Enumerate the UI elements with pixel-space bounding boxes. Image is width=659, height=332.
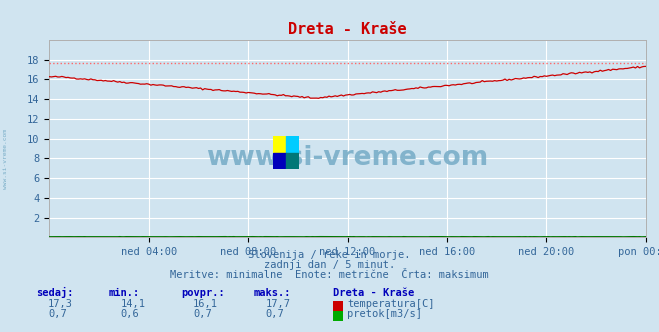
Text: min.:: min.: <box>109 288 140 298</box>
Text: Slovenija / reke in morje.: Slovenija / reke in morje. <box>248 250 411 260</box>
Text: zadnji dan / 5 minut.: zadnji dan / 5 minut. <box>264 260 395 270</box>
Text: 14,1: 14,1 <box>121 299 146 309</box>
Text: povpr.:: povpr.: <box>181 288 225 298</box>
Text: 0,7: 0,7 <box>266 309 284 319</box>
Text: Dreta - Kraše: Dreta - Kraše <box>333 288 414 298</box>
Text: 0,7: 0,7 <box>193 309 212 319</box>
Text: maks.:: maks.: <box>254 288 291 298</box>
Text: Meritve: minimalne  Enote: metrične  Črta: maksimum: Meritve: minimalne Enote: metrične Črta:… <box>170 270 489 280</box>
Bar <box>286 153 299 169</box>
Title: Dreta - Kraše: Dreta - Kraše <box>288 22 407 37</box>
Bar <box>273 136 286 153</box>
Text: 0,6: 0,6 <box>121 309 139 319</box>
Text: pretok[m3/s]: pretok[m3/s] <box>347 309 422 319</box>
Bar <box>286 136 299 153</box>
Bar <box>273 153 286 169</box>
Text: www.si-vreme.com: www.si-vreme.com <box>206 145 489 171</box>
Text: 17,7: 17,7 <box>266 299 291 309</box>
Text: temperatura[C]: temperatura[C] <box>347 299 435 309</box>
Text: www.si-vreme.com: www.si-vreme.com <box>3 129 8 189</box>
Text: 17,3: 17,3 <box>48 299 73 309</box>
Text: sedaj:: sedaj: <box>36 287 74 298</box>
Text: 16,1: 16,1 <box>193 299 218 309</box>
Text: 0,7: 0,7 <box>48 309 67 319</box>
